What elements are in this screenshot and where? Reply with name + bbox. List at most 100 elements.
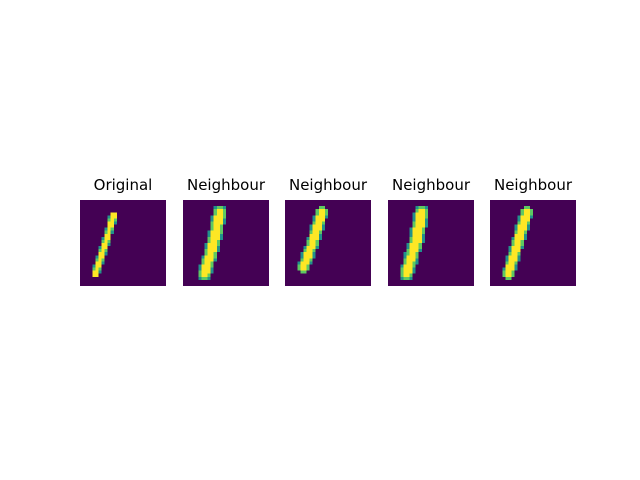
digit-pixel bbox=[421, 239, 425, 243]
digit-pixel bbox=[204, 252, 208, 256]
digit-pixel bbox=[514, 261, 518, 265]
digit-pixel bbox=[300, 258, 304, 262]
digit-pixel bbox=[101, 236, 105, 240]
digit-image bbox=[388, 200, 474, 286]
digit-pixel bbox=[424, 218, 428, 222]
digit-pixel bbox=[213, 236, 217, 240]
digit-pixel bbox=[95, 267, 99, 271]
digit-pixel bbox=[526, 209, 530, 213]
digit-pixel bbox=[92, 264, 96, 268]
digit-pixel bbox=[201, 267, 205, 271]
digit-pixel bbox=[421, 209, 425, 213]
digit-pixel bbox=[222, 221, 226, 225]
digit-pixel bbox=[412, 258, 416, 262]
digit-pixel bbox=[201, 276, 205, 280]
digit-pixel bbox=[216, 221, 220, 225]
digit-pixel bbox=[517, 258, 521, 262]
digit-pixel bbox=[421, 218, 425, 222]
digit-pixel bbox=[113, 212, 117, 216]
digit-pixel bbox=[412, 249, 416, 253]
digit-pixel bbox=[523, 230, 527, 234]
digit-pixel bbox=[312, 221, 316, 225]
digit-pixel bbox=[409, 239, 413, 243]
digit-pixel bbox=[508, 273, 512, 277]
digit-pixel bbox=[303, 252, 307, 256]
digit-pixel bbox=[312, 236, 316, 240]
digit-pixel bbox=[309, 224, 313, 228]
digit-pixel bbox=[520, 224, 524, 228]
digit-pixel bbox=[107, 239, 111, 243]
digit-pixel bbox=[403, 258, 407, 262]
digit-pixel bbox=[110, 224, 114, 228]
digit-pixel bbox=[409, 233, 413, 237]
digit-pixel bbox=[312, 246, 316, 250]
digit-pixel bbox=[315, 233, 319, 237]
digit-pixel bbox=[415, 255, 419, 259]
digit-pixel bbox=[321, 221, 325, 225]
digit-pixel bbox=[523, 212, 527, 216]
digit-pixel bbox=[523, 227, 527, 231]
digit-pixel bbox=[107, 243, 111, 247]
digit-pixel bbox=[207, 255, 211, 259]
digit-pixel bbox=[424, 212, 428, 216]
digit-pixel bbox=[213, 255, 217, 259]
digit-pixel bbox=[210, 243, 214, 247]
digit-pixel bbox=[318, 221, 322, 225]
digit-pixel bbox=[400, 270, 404, 274]
digit-pixel bbox=[204, 264, 208, 268]
digit-pixel bbox=[216, 218, 220, 222]
digit-pixel bbox=[201, 273, 205, 277]
digit-pixel bbox=[101, 249, 105, 253]
digit-pixel bbox=[520, 243, 524, 247]
digit-pixel bbox=[418, 233, 422, 237]
digit-pixel bbox=[216, 209, 220, 213]
digit-pixel bbox=[321, 227, 325, 231]
digit-pixel bbox=[207, 230, 211, 234]
digit-pixel bbox=[207, 239, 211, 243]
digit-pixel bbox=[300, 252, 304, 256]
digit-pixel bbox=[412, 255, 416, 259]
digit-pixel bbox=[210, 239, 214, 243]
digit-pixel bbox=[98, 246, 102, 250]
digit-pixel bbox=[207, 236, 211, 240]
digit-pixel bbox=[526, 215, 530, 219]
digit-pixel bbox=[412, 224, 416, 228]
digit-pixel bbox=[514, 267, 518, 271]
digit-pixel bbox=[321, 209, 325, 213]
digit-pixel bbox=[213, 209, 217, 213]
digit-pixel bbox=[101, 261, 105, 265]
digit-pixel bbox=[312, 249, 316, 253]
digit-pixel bbox=[303, 264, 307, 268]
digit-pixel bbox=[213, 233, 217, 237]
digit-pixel bbox=[412, 236, 416, 240]
digit-pixel bbox=[412, 233, 416, 237]
digit-pixel bbox=[98, 267, 102, 271]
digit-pixel bbox=[113, 221, 117, 225]
panel-neighbour-3: Neighbour bbox=[388, 175, 474, 286]
digit-pixel bbox=[520, 212, 524, 216]
digit-pixel bbox=[306, 252, 310, 256]
digit-pixel bbox=[107, 230, 111, 234]
digit-pixel bbox=[412, 230, 416, 234]
digit-pixel bbox=[403, 267, 407, 271]
digit-pixel bbox=[207, 243, 211, 247]
digit-pixel bbox=[216, 206, 220, 210]
panel-original: Original bbox=[80, 175, 166, 286]
digit-pixel bbox=[98, 258, 102, 262]
digit-pixel bbox=[514, 258, 518, 262]
digit-pixel bbox=[403, 264, 407, 268]
digit-pixel bbox=[508, 270, 512, 274]
digit-pixel bbox=[418, 218, 422, 222]
digit-pixel bbox=[201, 270, 205, 274]
digit-pixel bbox=[523, 206, 527, 210]
digit-pixels bbox=[80, 200, 166, 286]
digit-pixel bbox=[219, 218, 223, 222]
digit-pixel bbox=[222, 212, 226, 216]
digit-pixel bbox=[517, 252, 521, 256]
digit-pixel bbox=[318, 206, 322, 210]
digit-pixel bbox=[201, 258, 205, 262]
digit-pixel bbox=[104, 233, 108, 237]
digit-pixel bbox=[511, 267, 515, 271]
digit-pixel bbox=[415, 215, 419, 219]
digit-image bbox=[183, 200, 269, 286]
